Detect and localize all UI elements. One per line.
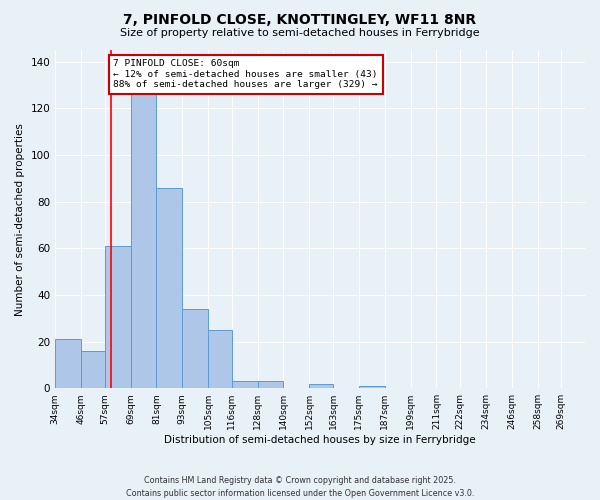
Bar [81, 351, 105, 388]
Bar [55, 339, 81, 388]
Bar [257, 381, 283, 388]
Bar [359, 386, 385, 388]
Text: Size of property relative to semi-detached houses in Ferrybridge: Size of property relative to semi-detach… [120, 28, 480, 38]
Bar [232, 381, 257, 388]
X-axis label: Distribution of semi-detached houses by size in Ferrybridge: Distribution of semi-detached houses by … [164, 435, 476, 445]
Bar [208, 330, 232, 388]
Text: Contains HM Land Registry data © Crown copyright and database right 2025.
Contai: Contains HM Land Registry data © Crown c… [126, 476, 474, 498]
Bar [105, 246, 131, 388]
Bar [157, 188, 182, 388]
Bar [182, 309, 208, 388]
Text: 7 PINFOLD CLOSE: 60sqm
← 12% of semi-detached houses are smaller (43)
88% of sem: 7 PINFOLD CLOSE: 60sqm ← 12% of semi-det… [113, 60, 378, 89]
Bar [131, 90, 157, 388]
Y-axis label: Number of semi-detached properties: Number of semi-detached properties [15, 122, 25, 316]
Text: 7, PINFOLD CLOSE, KNOTTINGLEY, WF11 8NR: 7, PINFOLD CLOSE, KNOTTINGLEY, WF11 8NR [124, 12, 476, 26]
Bar [310, 384, 333, 388]
